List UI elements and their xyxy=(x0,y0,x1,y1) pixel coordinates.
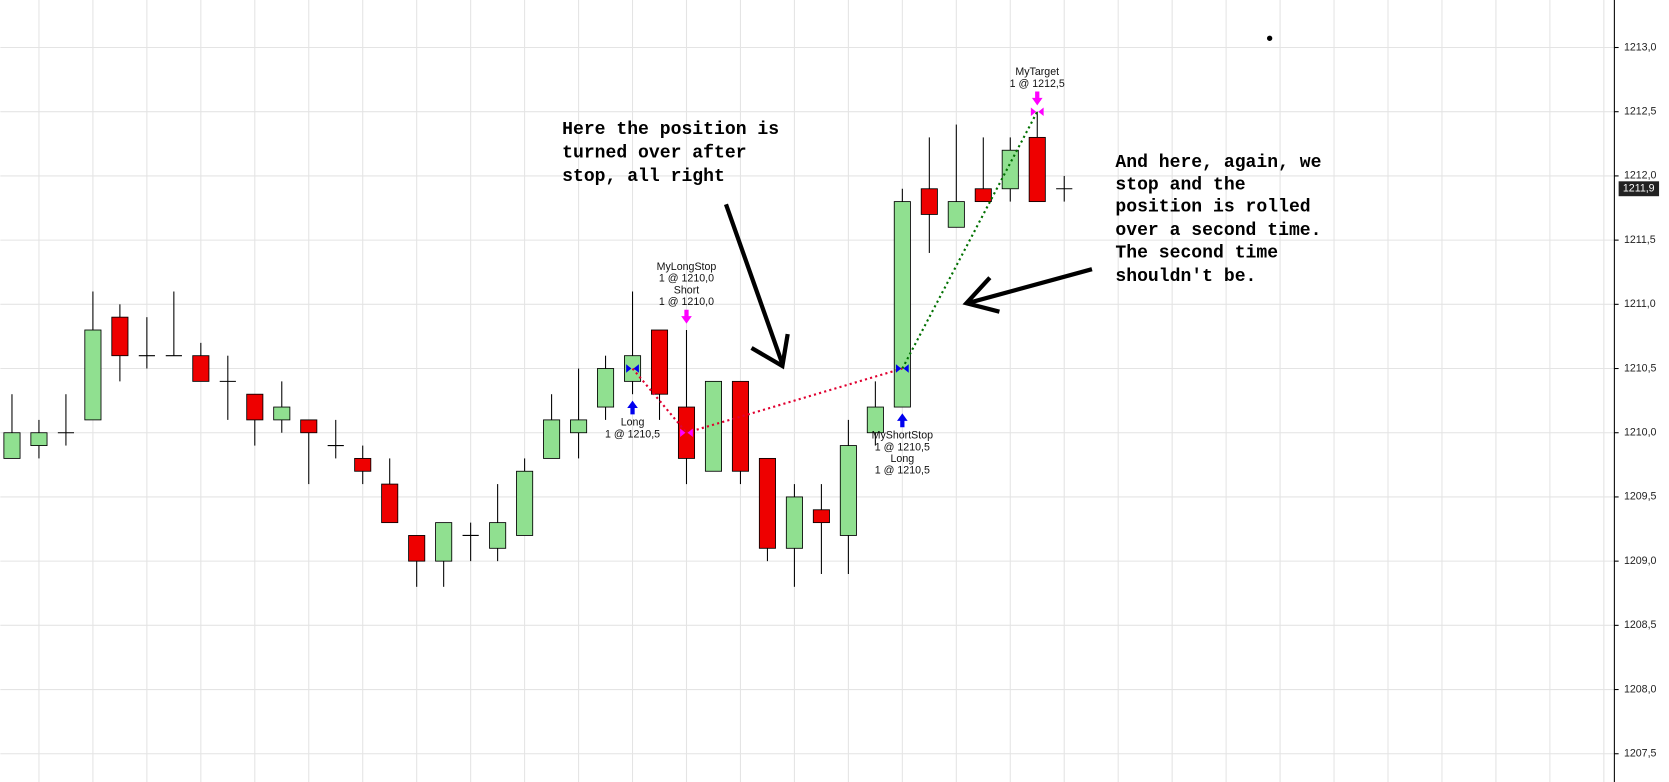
y-tick-label: 1208,5 xyxy=(1624,619,1657,631)
buy-arrow xyxy=(627,400,638,415)
candle-body xyxy=(516,470,534,536)
y-tick-label: 1208,0 xyxy=(1624,683,1657,695)
y-tick-label: 1212,0 xyxy=(1624,170,1657,182)
trade-label: Long xyxy=(891,453,915,465)
trade-connector xyxy=(631,367,688,434)
note-line: position is rolled xyxy=(1115,198,1310,218)
note-line: And here, again, we xyxy=(1115,153,1321,173)
trade-label: 1 @ 1210,0 xyxy=(659,296,714,308)
candle-body xyxy=(758,457,776,549)
arrow-head xyxy=(750,333,790,370)
dot xyxy=(1266,35,1273,41)
y-tick-label: 1209,5 xyxy=(1624,491,1657,503)
candle-body xyxy=(543,419,561,459)
y-tick-label: 1211,0 xyxy=(1624,298,1656,310)
trade-label: 1 @ 1210,5 xyxy=(875,465,930,477)
candle-body xyxy=(1001,149,1019,190)
candle-body xyxy=(597,368,615,408)
annotation-1: Here the position is turned over after s… xyxy=(562,120,790,370)
entry-marker xyxy=(1030,107,1044,116)
arrow-head xyxy=(962,276,1000,314)
annotation-2: And here, again, we stop and the positio… xyxy=(962,153,1322,314)
candle-body xyxy=(381,483,399,524)
candle-body xyxy=(839,445,857,536)
arrow xyxy=(723,203,785,365)
candle-body xyxy=(246,393,264,421)
candle-body xyxy=(893,201,911,408)
candle-body xyxy=(920,188,938,215)
y-tick-label: 1213,0 xyxy=(1624,41,1657,53)
candle-body xyxy=(812,509,830,524)
trade-label: MyTarget xyxy=(1015,66,1059,78)
y-tick-label: 1207,5 xyxy=(1624,748,1657,760)
last-price-tag xyxy=(1618,181,1660,197)
trade-label: 1 @ 1212,5 xyxy=(1010,78,1065,90)
candle-body xyxy=(570,419,588,434)
arrow xyxy=(966,267,1093,306)
candle-body xyxy=(704,380,722,472)
trade-label: MyShortStop xyxy=(872,430,934,442)
trade-label: 1 @ 1210,5 xyxy=(875,441,930,453)
last-price-label: 1211,9 xyxy=(1623,183,1655,195)
y-tick-label: 1212,5 xyxy=(1624,106,1657,118)
candle-body xyxy=(30,432,48,446)
candle-body xyxy=(731,380,749,472)
candle-body xyxy=(866,406,884,434)
trade-label: 1 @ 1210,0 xyxy=(659,273,714,285)
note-line: The second time xyxy=(1115,243,1278,263)
candle-body xyxy=(3,432,21,459)
y-tick-label: 1210,5 xyxy=(1624,362,1657,374)
candle-body xyxy=(947,201,965,228)
y-tick-label: 1211,5 xyxy=(1624,234,1656,246)
candle-body xyxy=(650,329,669,395)
trade-label: Short xyxy=(674,284,699,296)
candle-body xyxy=(489,522,507,549)
sell-arrow xyxy=(681,309,692,324)
candle-body xyxy=(300,419,318,434)
grid xyxy=(0,0,1615,782)
entry-marker xyxy=(680,428,693,437)
candle-body xyxy=(974,188,992,203)
trade-connector xyxy=(901,111,1039,370)
candle-body xyxy=(785,496,803,549)
sell-arrow xyxy=(1031,91,1043,106)
trade-label: MyLongStop xyxy=(657,261,717,273)
note-line: shouldn't be. xyxy=(1115,267,1256,287)
candle-body xyxy=(192,355,210,382)
entry-marker xyxy=(895,364,909,373)
candle-body xyxy=(354,457,372,472)
y-tick-label: 1210,0 xyxy=(1624,427,1657,439)
candle-body xyxy=(273,406,291,421)
buy-arrow xyxy=(897,413,908,428)
note-line: turned over after xyxy=(562,143,746,163)
trade-connector xyxy=(686,367,903,434)
candle-body xyxy=(111,316,129,357)
note-line: Here the position is xyxy=(562,120,779,140)
trade-label: Long xyxy=(621,417,645,429)
candle-body xyxy=(1028,136,1046,203)
candle-body xyxy=(84,329,102,421)
y-tick-label: 1209,0 xyxy=(1624,555,1657,567)
entry-marker xyxy=(626,364,639,373)
candle-body xyxy=(435,522,453,562)
note-line: stop, all right xyxy=(562,167,725,187)
trade-label: 1 @ 1210,5 xyxy=(605,428,660,440)
note-line: over a second time. xyxy=(1115,221,1321,241)
note-line: stop and the xyxy=(1115,175,1245,195)
candle-body xyxy=(408,535,426,562)
